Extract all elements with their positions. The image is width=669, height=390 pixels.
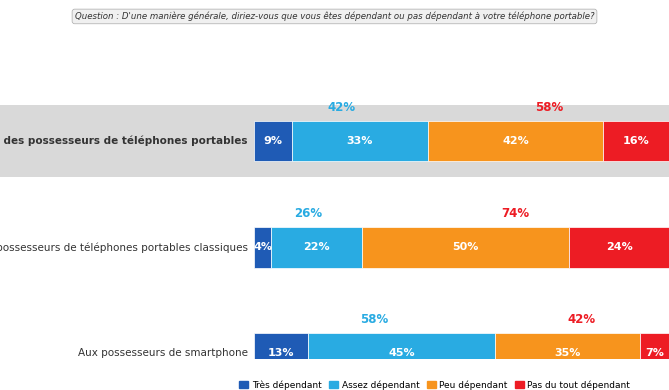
Bar xyxy=(254,333,308,374)
Text: Ensemble des possesseurs de téléphones portables: Ensemble des possesseurs de téléphones p… xyxy=(0,136,248,147)
Text: 13%: 13% xyxy=(268,349,294,358)
Bar xyxy=(362,227,569,268)
Text: 42%: 42% xyxy=(568,313,596,326)
Text: 58%: 58% xyxy=(535,101,563,113)
Bar xyxy=(292,121,428,161)
FancyBboxPatch shape xyxy=(0,105,669,177)
Bar xyxy=(428,121,603,161)
Text: 50%: 50% xyxy=(452,242,479,252)
Bar xyxy=(308,333,495,374)
Text: Aux possesseurs de téléphones portables classiques: Aux possesseurs de téléphones portables … xyxy=(0,242,248,253)
Text: 58%: 58% xyxy=(361,313,389,326)
Text: 4%: 4% xyxy=(253,242,272,252)
Bar xyxy=(569,227,669,268)
Text: 74%: 74% xyxy=(502,207,530,220)
Text: 26%: 26% xyxy=(294,207,322,220)
Bar xyxy=(640,333,669,374)
Bar xyxy=(603,121,669,161)
Bar xyxy=(495,333,640,374)
Legend: Très dépendant, Assez dépendant, Peu dépendant, Pas du tout dépendant: Très dépendant, Assez dépendant, Peu dép… xyxy=(235,376,634,390)
Text: 22%: 22% xyxy=(303,242,330,252)
Text: 7%: 7% xyxy=(645,349,664,358)
Text: 9%: 9% xyxy=(264,136,282,146)
Text: 45%: 45% xyxy=(388,349,415,358)
Bar xyxy=(254,227,271,268)
Text: 24%: 24% xyxy=(606,242,633,252)
Text: Aux possesseurs de smartphone: Aux possesseurs de smartphone xyxy=(78,349,248,358)
Text: 35%: 35% xyxy=(554,349,581,358)
Bar xyxy=(271,227,362,268)
Text: 16%: 16% xyxy=(622,136,649,146)
Text: 33%: 33% xyxy=(347,136,373,146)
Text: 42%: 42% xyxy=(502,136,529,146)
Text: 42%: 42% xyxy=(327,101,355,113)
Bar xyxy=(254,121,292,161)
Text: Question : D'une manière générale, diriez-vous que vous êtes dépendant ou pas dé: Question : D'une manière générale, dirie… xyxy=(75,12,594,21)
